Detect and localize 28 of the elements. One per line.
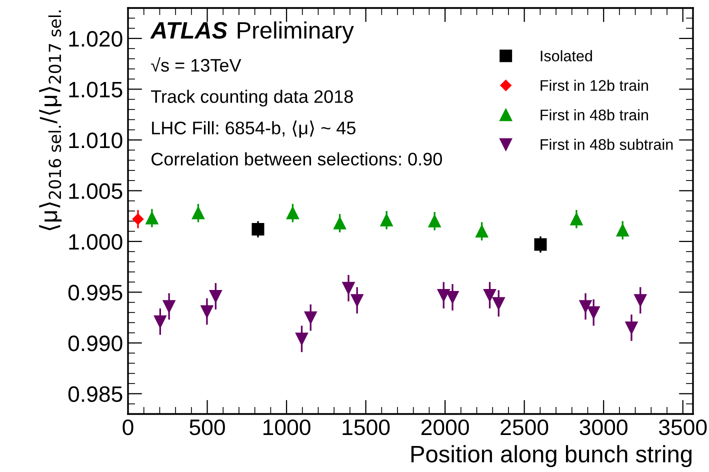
- annotation: LHC Fill: 6854-b, ⟨μ⟩ ~ 45: [152, 120, 356, 138]
- x-tick-label: 2500: [500, 419, 548, 436]
- x-tick-label: 1500: [342, 419, 390, 436]
- x-tick-label: 500: [190, 419, 225, 436]
- y-tick-label: 0.995: [68, 284, 122, 300]
- x-tick-label: 1000: [264, 419, 310, 436]
- y-tick-label: 1.015: [69, 82, 122, 98]
- y-tick-label: 0.985: [68, 386, 122, 402]
- annotation: √s = 13TeV: [151, 57, 242, 72]
- y-tick-label: 0.990: [68, 335, 122, 352]
- x-axis-title: Position along bunch string: [411, 445, 692, 468]
- y-tick-label: 1.010: [69, 132, 122, 148]
- annotation: Correlation between selections: 0.90: [152, 152, 442, 166]
- annotation: Track counting data 2018: [151, 90, 353, 107]
- text: Preliminary: [238, 21, 354, 44]
- legend-label: First in 48b train: [540, 109, 648, 120]
- x-tick-label: 3000: [580, 419, 628, 436]
- x-tick-label: 0: [122, 419, 134, 436]
- chart-title: ATLAS: [150, 22, 228, 39]
- y-tick-label: 1.000: [69, 234, 122, 250]
- y-tick-label: 1.020: [69, 30, 122, 47]
- y-axis-title: ⟨μ⟩$_{2016 sel.}$/⟨μ⟩$_{2017 sel.}$: [39, 10, 62, 230]
- x-tick-label: 2000: [421, 419, 469, 436]
- legend-label: Isolated: [540, 50, 592, 62]
- legend-label: First in 48b subtrain: [540, 138, 673, 150]
- legend-label: First in 12b train: [540, 80, 648, 91]
- y-tick-label: 1.005: [69, 183, 122, 199]
- x-tick-label: 3500: [658, 419, 707, 436]
